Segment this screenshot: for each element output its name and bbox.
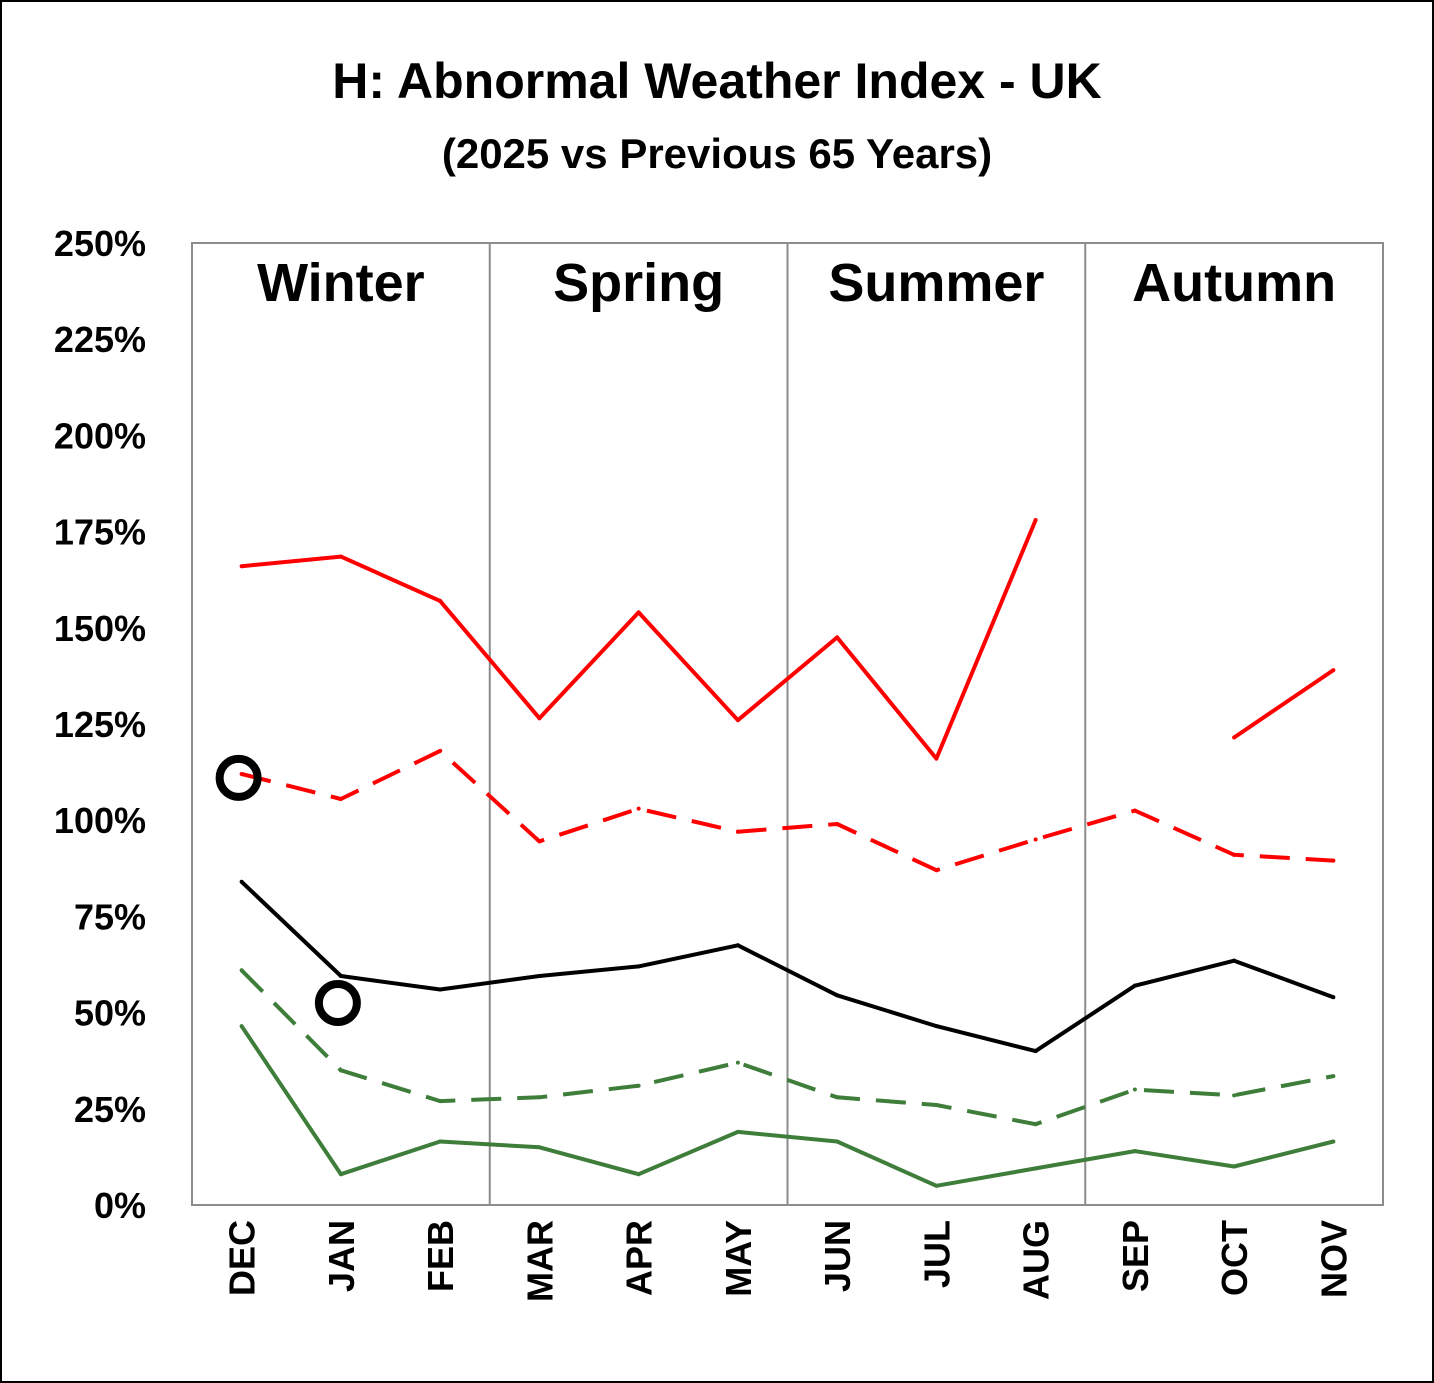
series-4-point xyxy=(1232,1093,1237,1098)
series-4-point xyxy=(338,1068,343,1073)
x-tick-label-jul: JUL xyxy=(916,1220,957,1288)
marker-jan xyxy=(314,979,361,1026)
series-5-point xyxy=(1232,1164,1237,1169)
y-tick-label: 25% xyxy=(74,1089,146,1130)
series-4-point xyxy=(239,968,244,973)
series-3-point xyxy=(1033,1049,1038,1054)
season-label-summer: Summer xyxy=(828,253,1044,313)
x-tick-label-feb: FEB xyxy=(420,1220,461,1292)
series-5-point xyxy=(537,1145,542,1150)
x-tick-label-apr: APR xyxy=(619,1220,660,1296)
y-tick-label: 0% xyxy=(94,1185,146,1226)
series-1-point xyxy=(1033,518,1038,523)
series-2-point xyxy=(1232,852,1237,857)
series-1-point xyxy=(239,564,244,569)
series-line-2 xyxy=(241,748,1334,873)
series-3-point xyxy=(934,1024,939,1029)
series-4-point xyxy=(835,1095,840,1100)
x-tick-label-may: MAY xyxy=(718,1220,759,1297)
series-2-point xyxy=(835,822,840,827)
series-2-point xyxy=(438,748,443,753)
series-line-3 xyxy=(240,880,1335,1054)
series-1-point xyxy=(537,716,542,721)
series-line-4 xyxy=(240,968,1334,1127)
series-4-point xyxy=(1033,1122,1038,1127)
marker-dec xyxy=(215,754,262,801)
series-1-point xyxy=(735,718,740,723)
series-2-point xyxy=(537,839,542,844)
series-1-point xyxy=(934,756,939,761)
series-1-point xyxy=(1331,668,1336,673)
series-3-point xyxy=(1132,983,1137,988)
series-line-1 xyxy=(1232,668,1335,740)
season-label-spring: Spring xyxy=(553,253,724,313)
series-2-point xyxy=(934,868,939,873)
series-2-point xyxy=(1331,858,1336,863)
x-tick-label-dec: DEC xyxy=(222,1220,263,1296)
series-4-point xyxy=(636,1083,641,1088)
series-4-point xyxy=(537,1095,542,1100)
y-tick-label: 75% xyxy=(74,896,146,937)
y-tick-label: 150% xyxy=(54,608,146,649)
y-tick-label: 125% xyxy=(54,704,146,745)
y-tick-label: 100% xyxy=(54,800,146,841)
series-3-point xyxy=(1331,995,1336,1000)
series-4-point xyxy=(438,1099,443,1104)
series-4-point xyxy=(735,1060,740,1065)
series-1-point xyxy=(636,610,641,615)
series-3-point xyxy=(1232,958,1237,963)
series-1-point xyxy=(338,554,343,559)
series-4-point xyxy=(934,1102,939,1107)
series-5-point xyxy=(1331,1139,1336,1144)
series-1-point xyxy=(438,598,443,603)
season-label-autumn: Autumn xyxy=(1132,253,1336,313)
series-1-point xyxy=(835,635,840,640)
y-tick-label: 175% xyxy=(54,512,146,553)
series-2-point xyxy=(1132,808,1137,813)
x-tick-label-aug: AUG xyxy=(1016,1220,1057,1300)
series-5-point xyxy=(735,1129,740,1134)
series-3-point xyxy=(338,974,343,979)
x-tick-label-sep: SEP xyxy=(1115,1220,1156,1292)
series-1-point xyxy=(1232,735,1237,740)
series-line-1 xyxy=(241,519,1038,761)
series-3-point xyxy=(537,974,542,979)
series-5-point xyxy=(934,1183,939,1188)
series-3-point xyxy=(735,943,740,948)
series-2-point xyxy=(1033,837,1038,842)
y-tick-label: 225% xyxy=(54,319,146,360)
series-5-point xyxy=(1132,1149,1137,1154)
chart-subtitle: (2025 vs Previous 65 Years) xyxy=(442,130,992,177)
series-4-point xyxy=(1331,1074,1336,1079)
series-5-point xyxy=(1033,1166,1038,1171)
series-2-point xyxy=(636,806,641,811)
series-3-point xyxy=(239,879,244,884)
series-5-point xyxy=(835,1139,840,1144)
series-5-point xyxy=(438,1139,443,1144)
x-tick-label-mar: MAR xyxy=(519,1220,560,1302)
series-5-point xyxy=(636,1172,641,1177)
y-tick-label: 200% xyxy=(54,415,146,456)
series-5-point xyxy=(338,1172,343,1177)
plot-area: Winter Spring Summer Autumn 0% 25% 50% 75% 100% 1… xyxy=(54,223,1384,1302)
x-tick-label-nov: NOV xyxy=(1313,1220,1354,1298)
series-2-point xyxy=(239,772,244,777)
series-line-5 xyxy=(239,1024,1334,1188)
x-tick-label-oct: OCT xyxy=(1214,1220,1255,1296)
series-5-point xyxy=(239,1024,244,1029)
x-tick-label-jun: JUN xyxy=(817,1220,858,1292)
y-tick-label: 250% xyxy=(54,223,146,264)
series-2-point xyxy=(735,829,740,834)
chart-title: H: Abnormal Weather Index - UK xyxy=(332,53,1102,109)
series-3-point xyxy=(438,987,443,992)
series-3-point xyxy=(636,964,641,969)
series-4-point xyxy=(1132,1087,1137,1092)
series-2-point xyxy=(338,797,343,802)
y-tick-label: 50% xyxy=(74,993,146,1034)
season-label-winter: Winter xyxy=(257,253,425,313)
x-tick-label-jan: JAN xyxy=(321,1220,362,1292)
series-3-point xyxy=(835,993,840,998)
